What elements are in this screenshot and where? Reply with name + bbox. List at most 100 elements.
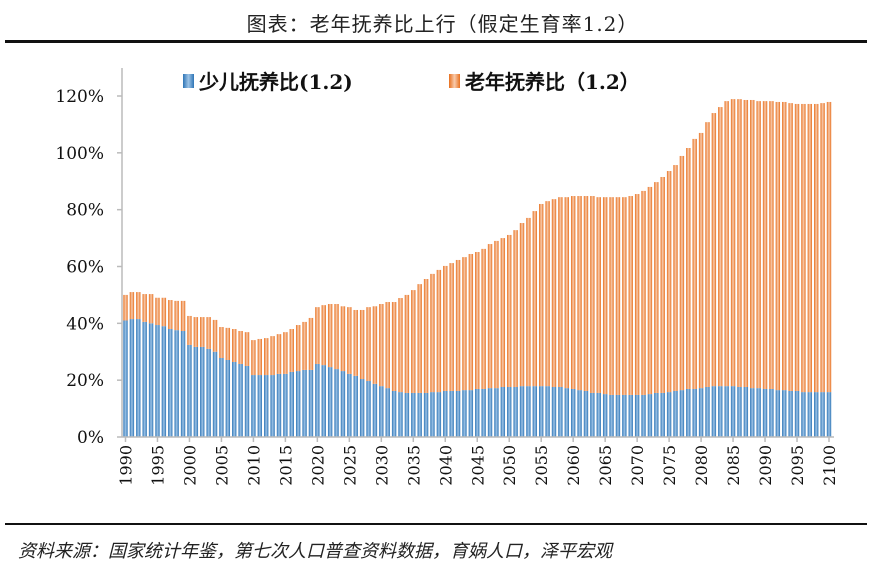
bar-elderly: [174, 300, 179, 331]
bar-youth: [264, 375, 269, 437]
bar-elderly: [634, 194, 640, 395]
bar-elderly: [200, 317, 205, 347]
bar-youth: [660, 392, 665, 437]
y-tick-label: 60%: [66, 258, 104, 278]
bar-youth: [762, 388, 768, 437]
bar-youth: [539, 386, 544, 437]
bar-youth: [545, 386, 550, 437]
bar-elderly: [826, 101, 832, 393]
bar-elderly: [455, 259, 461, 391]
bar-elderly: [743, 99, 749, 387]
x-tick-label: 2015: [276, 445, 295, 486]
bar-elderly: [654, 182, 659, 393]
bar-elderly: [475, 252, 480, 389]
x-tick-label: 2080: [692, 445, 711, 486]
bar-youth: [308, 369, 314, 437]
bar-youth: [769, 388, 774, 437]
bar-elderly: [596, 197, 601, 393]
bar-youth: [212, 351, 218, 437]
bar-elderly: [468, 253, 474, 391]
bar-elderly: [750, 99, 755, 389]
bar-elderly: [526, 217, 531, 387]
bar-youth: [500, 386, 506, 437]
bar-elderly: [507, 234, 512, 387]
bar-youth: [155, 325, 160, 437]
bar-elderly: [539, 203, 544, 387]
bar-youth: [634, 394, 640, 437]
x-tick-label: 2010: [244, 445, 263, 486]
bar-elderly: [679, 155, 685, 391]
bar-youth: [270, 375, 275, 437]
bar-youth: [494, 388, 499, 437]
bar-youth: [826, 392, 832, 437]
bar-elderly: [622, 197, 627, 395]
x-tick-label: 2065: [596, 445, 615, 486]
bar-youth: [232, 361, 237, 437]
bar-elderly: [769, 101, 774, 389]
bar-elderly: [436, 269, 442, 393]
legend: 少儿抚养比(1.2) 老年抚养比（1.2）: [183, 70, 640, 94]
bar-elderly: [788, 103, 793, 391]
bar-elderly: [232, 329, 237, 362]
axes: 0% 20% 40% 60% 80% 100% 120% 1990 1995 2000 2005 20…: [55, 68, 839, 486]
bar-youth: [532, 386, 538, 437]
bar-youth: [609, 394, 614, 437]
bar-youth: [558, 386, 563, 437]
x-tick-label: 2070: [628, 445, 647, 486]
bar-youth: [340, 371, 346, 437]
bar-elderly: [430, 273, 435, 393]
bar-elderly: [385, 302, 390, 389]
bar-elderly: [647, 186, 653, 395]
bar-elderly: [686, 148, 691, 389]
bar-youth: [244, 365, 250, 437]
bar-youth: [174, 330, 179, 437]
bar-youth: [366, 381, 371, 437]
bar-youth: [622, 394, 627, 437]
bar-youth: [251, 375, 256, 437]
bar-youth: [750, 388, 755, 437]
bar-youth: [257, 375, 263, 437]
source-note: 资料来源：国家统计年鉴，第七次人口普查资料数据，育娲人口，泽平宏观: [18, 541, 612, 562]
bar-youth: [225, 359, 231, 437]
bar-youth: [686, 388, 691, 437]
bar-elderly: [398, 298, 403, 393]
bar-elderly: [193, 317, 199, 347]
bar-youth: [692, 388, 697, 437]
title-divider: [5, 40, 867, 43]
bar-youth: [698, 388, 704, 437]
bar-elderly: [564, 197, 569, 389]
chart-title: 图表：老年抚养比上行（假定生育率1.2）: [246, 12, 639, 36]
bar-youth: [647, 394, 653, 437]
bar-elderly: [148, 294, 154, 324]
bar-youth: [219, 358, 224, 437]
bar-youth: [398, 392, 403, 437]
bar-youth: [583, 390, 589, 437]
bar-elderly: [609, 197, 614, 395]
bar-youth: [743, 386, 749, 437]
bar-youth: [180, 331, 186, 437]
bar-youth: [379, 386, 384, 437]
bar-youth: [724, 386, 729, 437]
bar-elderly: [289, 329, 294, 372]
bar-elderly: [225, 327, 231, 360]
legend-swatch-youth: [183, 74, 194, 88]
bar-youth: [730, 386, 736, 437]
bar-elderly: [449, 263, 454, 391]
bar-elderly: [692, 138, 697, 389]
bar-youth: [737, 386, 742, 437]
bar-youth: [187, 344, 192, 437]
bar-elderly: [711, 113, 717, 387]
bar-elderly: [762, 101, 768, 389]
bar-youth: [526, 386, 531, 437]
bar-elderly: [315, 307, 320, 364]
bar-elderly: [782, 101, 787, 391]
bar-youth: [347, 373, 352, 437]
bar-youth: [129, 319, 135, 437]
bar-elderly: [756, 101, 761, 389]
bar-elderly: [359, 309, 365, 380]
x-tick-label: 1990: [117, 445, 136, 486]
bar-youth: [596, 392, 601, 437]
bar-elderly: [276, 334, 282, 374]
y-tick-label: 20%: [66, 371, 104, 391]
x-tick-label: 2040: [436, 445, 455, 486]
